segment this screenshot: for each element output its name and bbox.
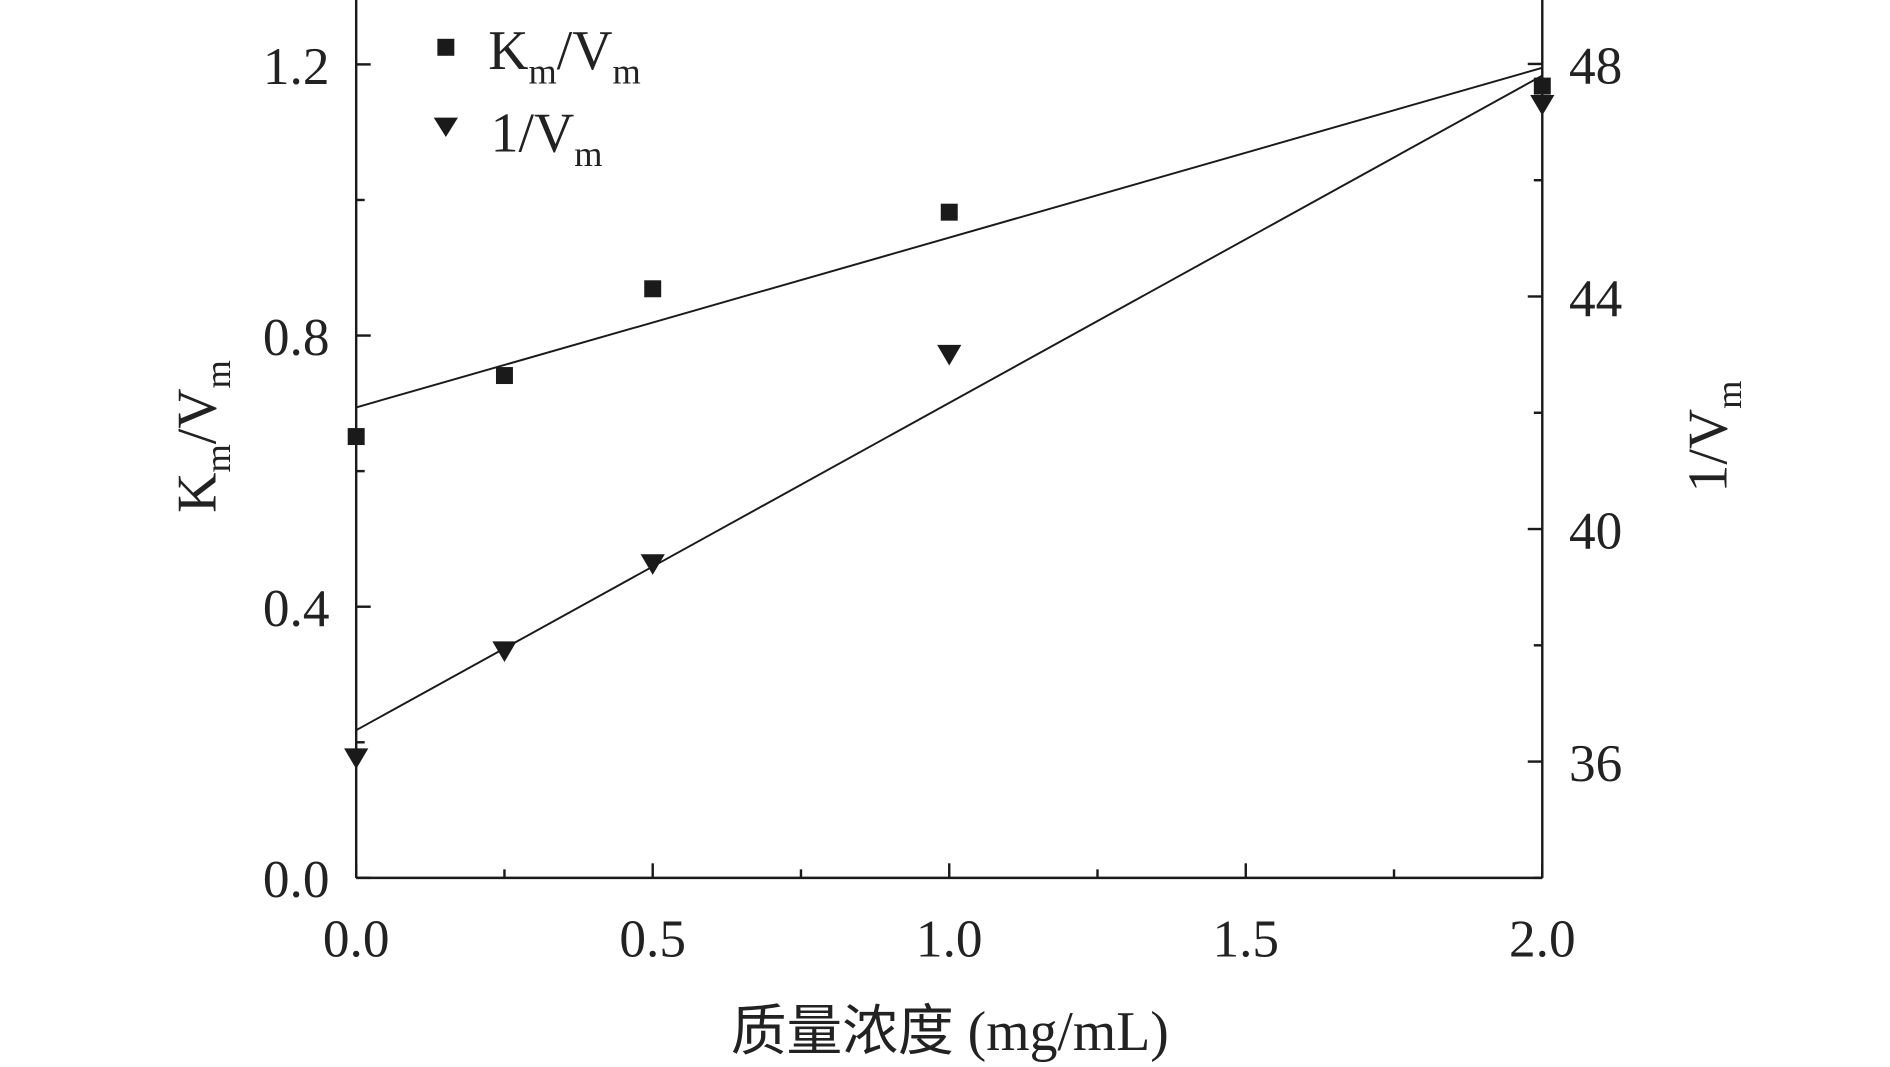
data-point-1-vm — [492, 641, 517, 663]
y-right-tick-label: 40 — [1569, 500, 1622, 560]
x-tick-label: 2.0 — [1509, 909, 1576, 969]
y-left-tick-label: 0.0 — [263, 849, 330, 909]
y-right-tick-label: 48 — [1569, 35, 1622, 95]
legend: Km/Vm 1/Vm — [433, 20, 641, 175]
data-point-km-vm — [347, 428, 365, 446]
y-right-axis-label: 1/Vm — [1677, 381, 1749, 493]
data-point-1-vm — [344, 748, 369, 770]
data-point-km-vm — [1533, 77, 1551, 95]
x-axis-label: 质量浓度 (mg/mL) — [731, 1001, 1169, 1063]
y-left-tick-label: 0.8 — [263, 307, 330, 367]
x-tick-label: 0.5 — [619, 909, 686, 969]
data-point-1-vm — [640, 554, 665, 575]
data-point-1-vm — [937, 344, 962, 366]
y-right-tick-label: 36 — [1569, 733, 1622, 793]
x-tick-label: 1.0 — [916, 909, 983, 969]
data-points — [344, 77, 1555, 770]
legend-marker-triangle — [433, 117, 458, 138]
data-point-km-vm — [495, 367, 513, 385]
legend-label-km-vm: Km/Vm — [488, 20, 641, 92]
fit-lines — [355, 66, 1543, 732]
x-tick-label: 1.5 — [1212, 909, 1279, 969]
tick-labels: 0.0 0.5 1.0 1.5 2.0 0.0 0.4 0.8 1.2 36 40 44 48 — [263, 35, 1622, 968]
x-tick-label: 0.0 — [323, 909, 390, 969]
y-left-tick-label: 0.4 — [263, 578, 330, 638]
data-point-km-vm — [940, 203, 958, 221]
data-point-1-vm — [1530, 94, 1555, 116]
y-left-tick-label: 1.2 — [263, 36, 330, 96]
fit-line-km-vm — [355, 66, 1543, 409]
y-right-tick-label: 44 — [1569, 268, 1622, 328]
fit-line-1-vm — [355, 74, 1543, 732]
data-point-km-vm — [644, 280, 662, 298]
legend-label-1-vm: 1/Vm — [491, 103, 603, 175]
legend-marker-square — [437, 38, 455, 56]
y-left-axis-label: Km/Vm — [167, 360, 239, 513]
